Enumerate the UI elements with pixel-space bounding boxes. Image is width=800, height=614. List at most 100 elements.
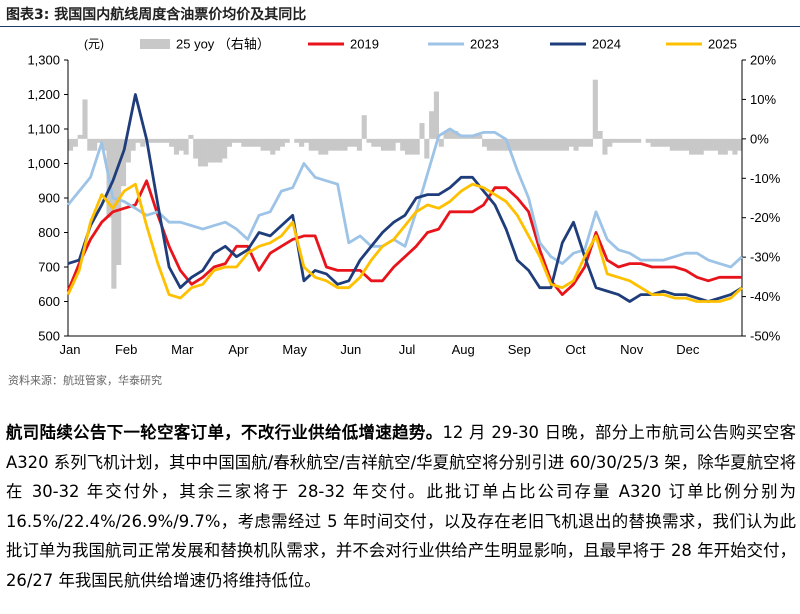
line-chart: 500 600 700 800 900 1,000 1,100 1,200 1,300 -50% -… (27, 37, 781, 358)
yoy-bar (414, 138, 420, 155)
yoy-bar (241, 138, 247, 147)
x-tick-label: Jul (399, 342, 416, 357)
yoy-bar (424, 138, 430, 159)
yoy-bar (222, 138, 228, 159)
yoy-bar (279, 138, 285, 147)
yoy-bar (250, 138, 257, 147)
right-tick-label: -20% (750, 210, 781, 225)
yoy-bar (299, 138, 305, 147)
yoy-bar (154, 138, 160, 143)
yoy-bar (188, 134, 194, 139)
yoy-bar (549, 138, 555, 151)
x-tick-label: May (282, 342, 307, 357)
yoy-bar (130, 138, 136, 151)
figure-title-bar: 图表3: 我国国内航线周度含油票价均价及其同比 (0, 0, 800, 27)
yoy-bar (164, 138, 170, 143)
right-tick-label: -50% (750, 329, 781, 344)
yoy-bar (135, 138, 141, 143)
left-tick-label: 1,000 (27, 156, 60, 171)
yoy-bar (347, 138, 353, 147)
paragraph-lead: 航司陆续公告下一轮空客订单，不改行业供给低增速趋势。 (6, 423, 443, 442)
yoy-bar (197, 138, 204, 167)
yoy-bar (236, 138, 242, 143)
x-tick-label: Nov (620, 342, 644, 357)
yoy-bar (405, 138, 411, 155)
yoy-bar (486, 138, 492, 151)
yoy-bar (361, 115, 367, 139)
x-tick-label: Apr (228, 342, 249, 357)
yoy-bar (260, 138, 266, 151)
left-tick-label: 1,100 (27, 122, 60, 137)
yoy-bar (607, 138, 613, 147)
yoy-bars-layer (68, 79, 743, 289)
yoy-bar (636, 138, 642, 143)
x-tick-label: Aug (452, 342, 475, 357)
yoy-bar (356, 138, 362, 151)
yoy-bar (323, 138, 329, 155)
yoy-bar (400, 138, 406, 151)
yoy-bar (448, 130, 454, 139)
yoy-bar (318, 138, 324, 155)
yoy-bar (554, 138, 560, 151)
right-tick-label: 0% (750, 131, 769, 146)
yoy-bar (125, 138, 131, 163)
yoy-bar (472, 134, 478, 139)
yoy-bar (539, 138, 545, 151)
legend-label-2019: 2019 (350, 37, 379, 52)
yoy-bar (246, 138, 252, 147)
x-tick-label: Jun (340, 342, 361, 357)
yoy-bar (698, 138, 704, 155)
yoy-bar (140, 138, 146, 147)
yoy-bar (674, 138, 680, 151)
right-tick-label: -40% (750, 289, 781, 304)
yoy-bar (520, 138, 526, 151)
yoy-bar (395, 138, 401, 143)
series-line-2024 (67, 93, 743, 303)
yoy-bar (429, 111, 435, 139)
yoy-bar (193, 138, 199, 159)
yoy-bar (573, 138, 579, 151)
figure-title: 图表3: 我国国内航线周度含油票价均价及其同比 (6, 7, 307, 23)
left-tick-label: 1,200 (27, 87, 60, 102)
yoy-bar (72, 138, 78, 147)
yoy-bar (366, 138, 372, 143)
yoy-bar (631, 138, 637, 143)
yoy-bar (679, 138, 685, 151)
yoy-bar (544, 138, 550, 151)
yoy-bar (332, 138, 338, 151)
yoy-bar (496, 138, 502, 151)
yoy-bar (583, 138, 589, 147)
yoy-bar (732, 138, 738, 155)
yoy-bar (371, 138, 377, 147)
yoy-bar (87, 138, 93, 151)
yoy-bar (294, 138, 300, 143)
x-tick-label: Jan (60, 342, 81, 357)
yoy-bar (621, 138, 627, 143)
yoy-bar (515, 138, 521, 151)
series-line-2023 (66, 127, 743, 269)
yoy-bar (664, 138, 671, 147)
yoy-bar (626, 138, 632, 143)
legend-label-2023: 2023 (470, 37, 499, 52)
yoy-bar (120, 138, 127, 187)
yoy-bar (433, 91, 439, 139)
yoy-bar (592, 79, 598, 139)
legend: 25 yoy （右轴） 2019 2023 2024 2025 (140, 37, 737, 52)
yoy-bar (111, 138, 117, 289)
yoy-bar (568, 138, 574, 147)
yoy-bar (713, 138, 719, 151)
yoy-bar (409, 138, 415, 155)
yoy-bar (390, 138, 396, 151)
left-tick-label: 600 (38, 294, 60, 309)
yoy-bar (578, 138, 584, 147)
yoy-bar (477, 134, 483, 139)
right-tick-label: -30% (750, 250, 781, 265)
right-tick-label: 20% (750, 53, 776, 68)
yoy-bar (491, 138, 497, 151)
yoy-bar (231, 138, 237, 143)
yoy-bar (96, 138, 102, 143)
yoy-bar (510, 138, 517, 151)
yoy-bar (92, 138, 98, 151)
yoy-bar (684, 138, 690, 151)
yoy-bar (602, 138, 608, 155)
